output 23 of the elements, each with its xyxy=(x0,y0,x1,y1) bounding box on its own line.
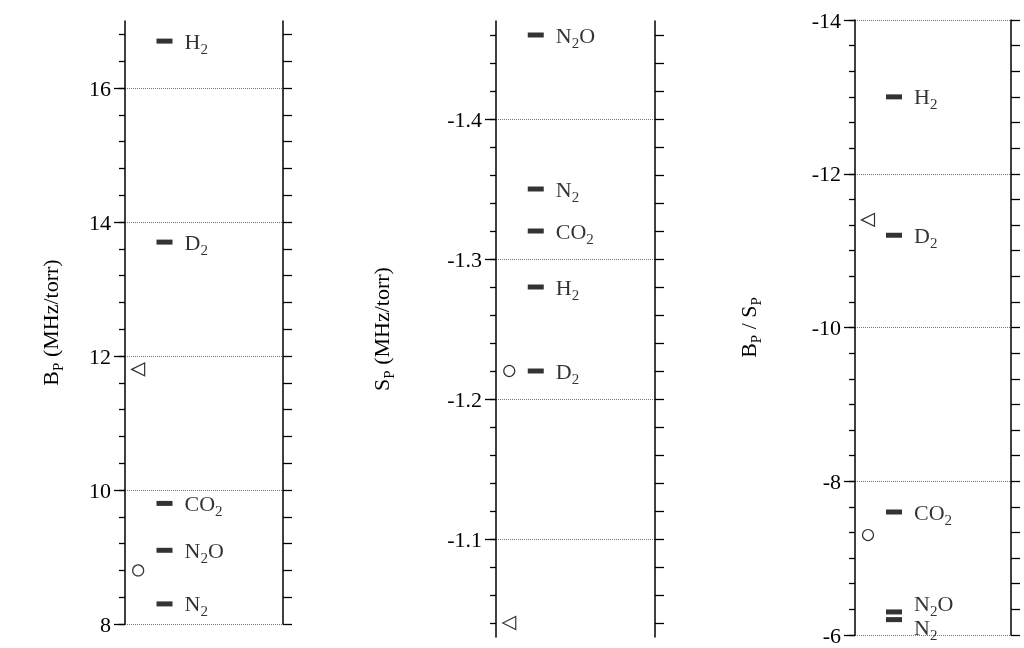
y-tick-label: 14 xyxy=(89,209,111,235)
y-tick-label: -1.4 xyxy=(447,106,482,132)
y-tick-label: -14 xyxy=(811,7,841,33)
y-axis-title: BP (MHz/torr) xyxy=(37,259,66,386)
point xyxy=(503,364,516,378)
point xyxy=(861,528,875,542)
y-tick-label: -8 xyxy=(822,468,841,494)
y-tick-label: 16 xyxy=(89,75,111,101)
point xyxy=(860,212,876,227)
y-tick-label: -1.2 xyxy=(447,386,482,412)
y-tick-label: -1.1 xyxy=(447,526,482,552)
point xyxy=(131,362,146,377)
point xyxy=(502,615,517,631)
y-tick-label: -1.3 xyxy=(447,246,482,272)
y-tick-label: -10 xyxy=(811,315,841,340)
point xyxy=(132,564,145,577)
y-tick-label: 8 xyxy=(100,611,111,637)
y-tick-label: -6 xyxy=(822,622,841,648)
y-tick-label: 10 xyxy=(89,477,111,503)
y-tick-label: -12 xyxy=(811,161,841,187)
y-axis-title: SP (MHz/torr) xyxy=(368,267,397,391)
y-axis-title: BP / SP xyxy=(735,297,764,358)
y-tick-label: 12 xyxy=(89,343,111,369)
